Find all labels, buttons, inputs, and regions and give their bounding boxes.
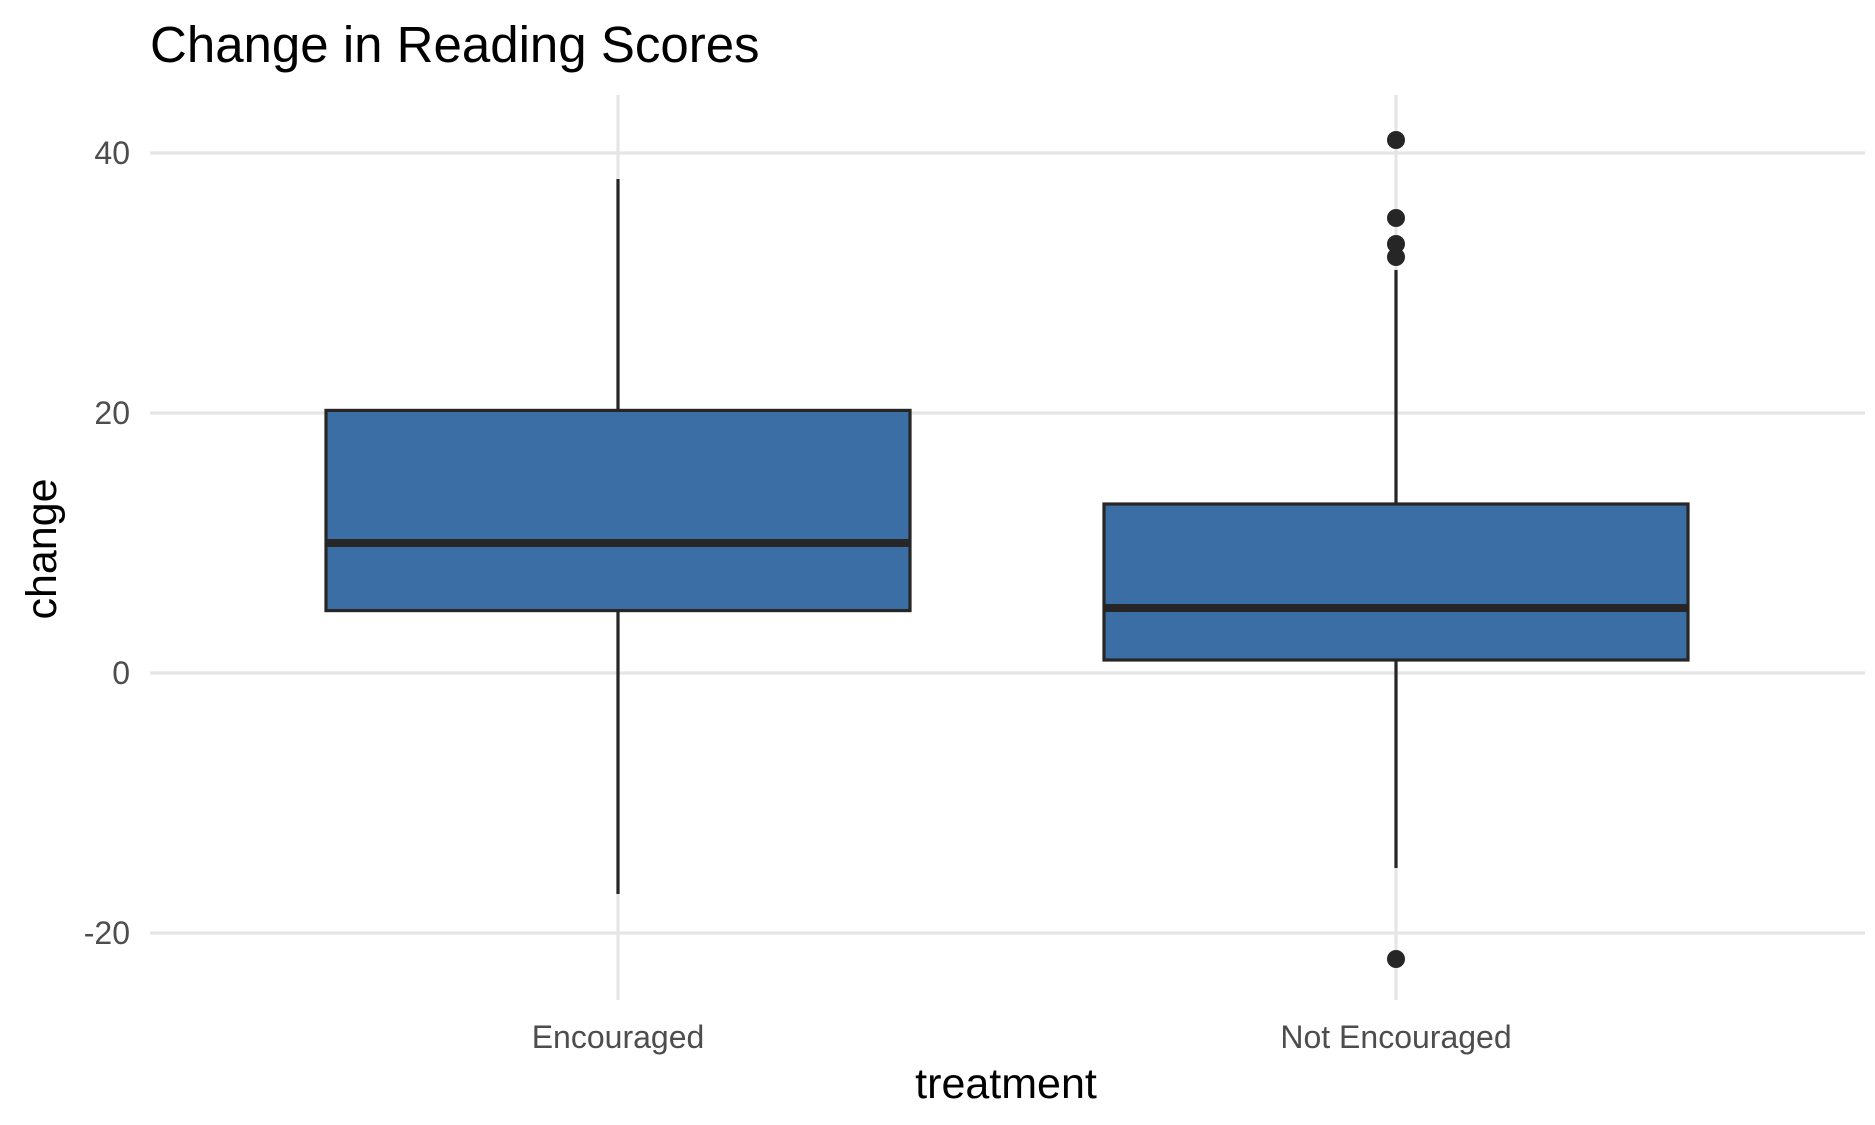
y-tick-label: 40 xyxy=(94,135,130,171)
outlier-point xyxy=(1387,235,1405,253)
x-tick-label: Not Encouraged xyxy=(1280,1019,1511,1055)
x-axis-ticks: Encouraged Not Encouraged xyxy=(532,1019,1512,1055)
chart-title: Change in Reading Scores xyxy=(150,16,760,73)
y-tick-label: 0 xyxy=(112,655,130,691)
y-axis-ticks: -20 0 20 40 xyxy=(84,135,130,951)
y-tick-label: 20 xyxy=(94,395,130,431)
x-tick-label: Encouraged xyxy=(532,1019,705,1055)
outlier-point xyxy=(1387,131,1405,149)
interquartile-box xyxy=(1102,502,1690,662)
box-series xyxy=(324,131,1690,968)
box-group xyxy=(324,179,912,894)
y-axis-title: change xyxy=(18,478,66,619)
outlier-point xyxy=(1387,950,1405,968)
y-tick-label: -20 xyxy=(84,915,130,951)
x-axis-title: treatment xyxy=(915,1060,1097,1108)
box-group xyxy=(1102,131,1690,968)
interquartile-box xyxy=(324,408,912,613)
outlier-point xyxy=(1387,209,1405,227)
outlier-point xyxy=(1387,248,1405,266)
